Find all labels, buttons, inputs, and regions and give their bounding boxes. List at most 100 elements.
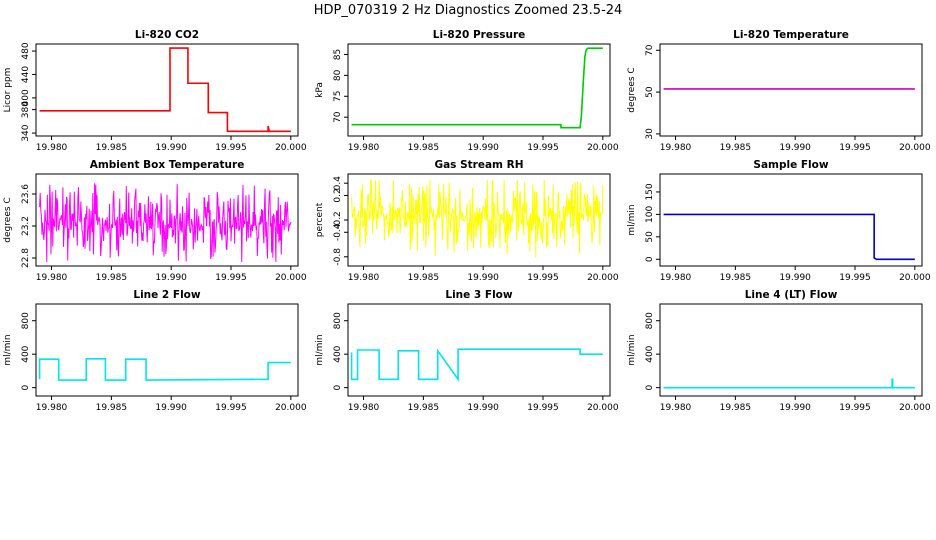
y-tick-label: 440	[21, 66, 31, 83]
y-tick-label: 150	[645, 183, 655, 200]
chart-title: Ambient Box Temperature	[90, 159, 245, 171]
y-tick-label: 22.8	[21, 248, 31, 268]
y-tick-label: 23.2	[21, 216, 31, 236]
chart-title: Li-820 Pressure	[433, 29, 526, 41]
y-tick-label: -0.8	[333, 248, 343, 266]
x-tick-label: 19.995	[839, 403, 871, 413]
y-tick-label: 80	[333, 69, 343, 81]
chart-title: Line 3 Flow	[445, 289, 512, 301]
x-tick-label: 20.000	[275, 143, 307, 153]
y-axis-label: degrees C	[3, 197, 13, 242]
series-line	[351, 47, 603, 129]
y-tick-label: 800	[21, 312, 31, 329]
x-tick-label: 19.980	[348, 273, 380, 283]
chart-title: Line 4 (LT) Flow	[745, 289, 838, 301]
chart-title: Sample Flow	[753, 159, 828, 171]
y-tick-label: 50	[645, 86, 655, 98]
x-tick-label: 19.985	[96, 273, 128, 283]
series-line	[663, 213, 915, 261]
x-tick-label: 19.995	[839, 143, 871, 153]
chart-panel: Li-820 Pressure kPa 70 75 80 85 19.980 19.985 19…	[315, 29, 619, 153]
y-tick-label: 85	[333, 49, 343, 60]
x-tick-label: 19.985	[408, 403, 440, 413]
y-axis-label: ml/min	[627, 334, 637, 365]
y-tick-label: 75	[333, 91, 343, 102]
x-tick-label: 19.980	[660, 143, 692, 153]
y-tick-label: 340	[21, 124, 31, 141]
x-tick-label: 19.990	[467, 273, 499, 283]
x-tick-label: 19.985	[96, 403, 128, 413]
y-tick-label: 70	[645, 44, 655, 56]
chart-panel: Sample Flow ml/min 0 50 100 150 19.980 19.985 19…	[627, 159, 931, 283]
chart-panel: Line 2 Flow ml/min 0 400 800 19.980 19.985 19.9…	[3, 289, 307, 413]
chart-panel: Line 4 (LT) Flow ml/min 0 400 800 19.980 19.98…	[627, 289, 931, 413]
x-tick-label: 20.000	[899, 403, 931, 413]
y-tick-label: 100	[645, 206, 655, 223]
y-tick-label: 30	[645, 128, 655, 140]
x-tick-label: 19.990	[779, 143, 811, 153]
series-line	[350, 348, 603, 382]
x-tick-label: 19.995	[215, 403, 247, 413]
x-tick-label: 19.985	[96, 143, 128, 153]
y-tick-label: 400	[21, 345, 31, 362]
x-tick-label: 19.990	[467, 403, 499, 413]
series-line	[351, 179, 604, 258]
y-tick-label: 400	[645, 345, 655, 362]
y-tick-label: 0.4	[333, 176, 343, 191]
x-tick-label: 19.980	[660, 273, 692, 283]
y-tick-label: 800	[333, 312, 343, 329]
x-tick-label: 19.990	[467, 143, 499, 153]
y-tick-label: 0	[645, 256, 655, 262]
chart-panel: Ambient Box Temperature degrees C 22.8 23.2…	[3, 159, 307, 283]
chart-panel: Gas Stream RH percent -0.8 -0.4-0.2 0.20.4 19…	[315, 159, 619, 283]
y-axis-label: degrees C	[627, 67, 637, 112]
x-tick-label: 19.980	[36, 143, 68, 153]
y-tick-label: 50	[645, 231, 655, 243]
y-tick-label: 23.6	[21, 184, 31, 204]
y-axis-label: ml/min	[3, 334, 13, 365]
x-tick-label: 19.980	[660, 403, 692, 413]
x-tick-label: 19.990	[779, 273, 811, 283]
y-axis-label: kPa	[315, 82, 325, 98]
y-tick-label: 480	[21, 42, 31, 59]
x-tick-label: 19.990	[155, 403, 187, 413]
figure-title: HDP_070319 2 Hz Diagnostics Zoomed 23.5-…	[314, 3, 623, 18]
x-tick-label: 20.000	[587, 403, 619, 413]
x-tick-label: 20.000	[587, 143, 619, 153]
x-tick-label: 20.000	[275, 273, 307, 283]
x-tick-label: 19.995	[527, 143, 559, 153]
y-tick-label: 0	[333, 385, 343, 391]
x-tick-label: 19.995	[215, 273, 247, 283]
x-tick-label: 19.990	[779, 403, 811, 413]
y-tick-label: 0	[645, 385, 655, 391]
y-tick-label: 0.2	[333, 188, 343, 202]
y-axis-label: percent	[315, 202, 325, 237]
series-line	[39, 47, 291, 133]
x-tick-label: 19.995	[215, 143, 247, 153]
y-tick-label: 70	[333, 111, 343, 123]
chart-title: Li-820 Temperature	[733, 29, 849, 41]
plot-frame	[35, 43, 299, 137]
x-tick-label: 19.985	[408, 273, 440, 283]
plot-frame	[35, 303, 299, 397]
chart-title: Li-820 CO2	[135, 29, 199, 41]
x-tick-label: 19.985	[720, 143, 752, 153]
x-tick-label: 19.980	[348, 143, 380, 153]
plot-frame	[659, 303, 923, 397]
x-tick-label: 19.985	[720, 273, 752, 283]
y-tick-label: 400	[333, 345, 343, 362]
plot-frame	[347, 303, 611, 397]
y-tick-label: 380	[21, 101, 31, 118]
plot-frame	[347, 43, 611, 137]
y-axis-label: ml/min	[627, 204, 637, 235]
x-tick-label: 20.000	[899, 273, 931, 283]
x-tick-label: 19.980	[348, 403, 380, 413]
x-tick-label: 19.995	[839, 273, 871, 283]
y-axis-label: Licor ppm	[3, 68, 13, 113]
plot-frame	[35, 173, 299, 267]
chart-panels: Li-820 CO2 Licor ppm 340 380 400 440 480 19.980…	[3, 29, 931, 413]
x-tick-label: 19.980	[36, 273, 68, 283]
x-tick-label: 19.990	[155, 143, 187, 153]
chart-panel: Line 3 Flow ml/min 0 400 800 19.980 19.985 19.9…	[315, 289, 619, 413]
